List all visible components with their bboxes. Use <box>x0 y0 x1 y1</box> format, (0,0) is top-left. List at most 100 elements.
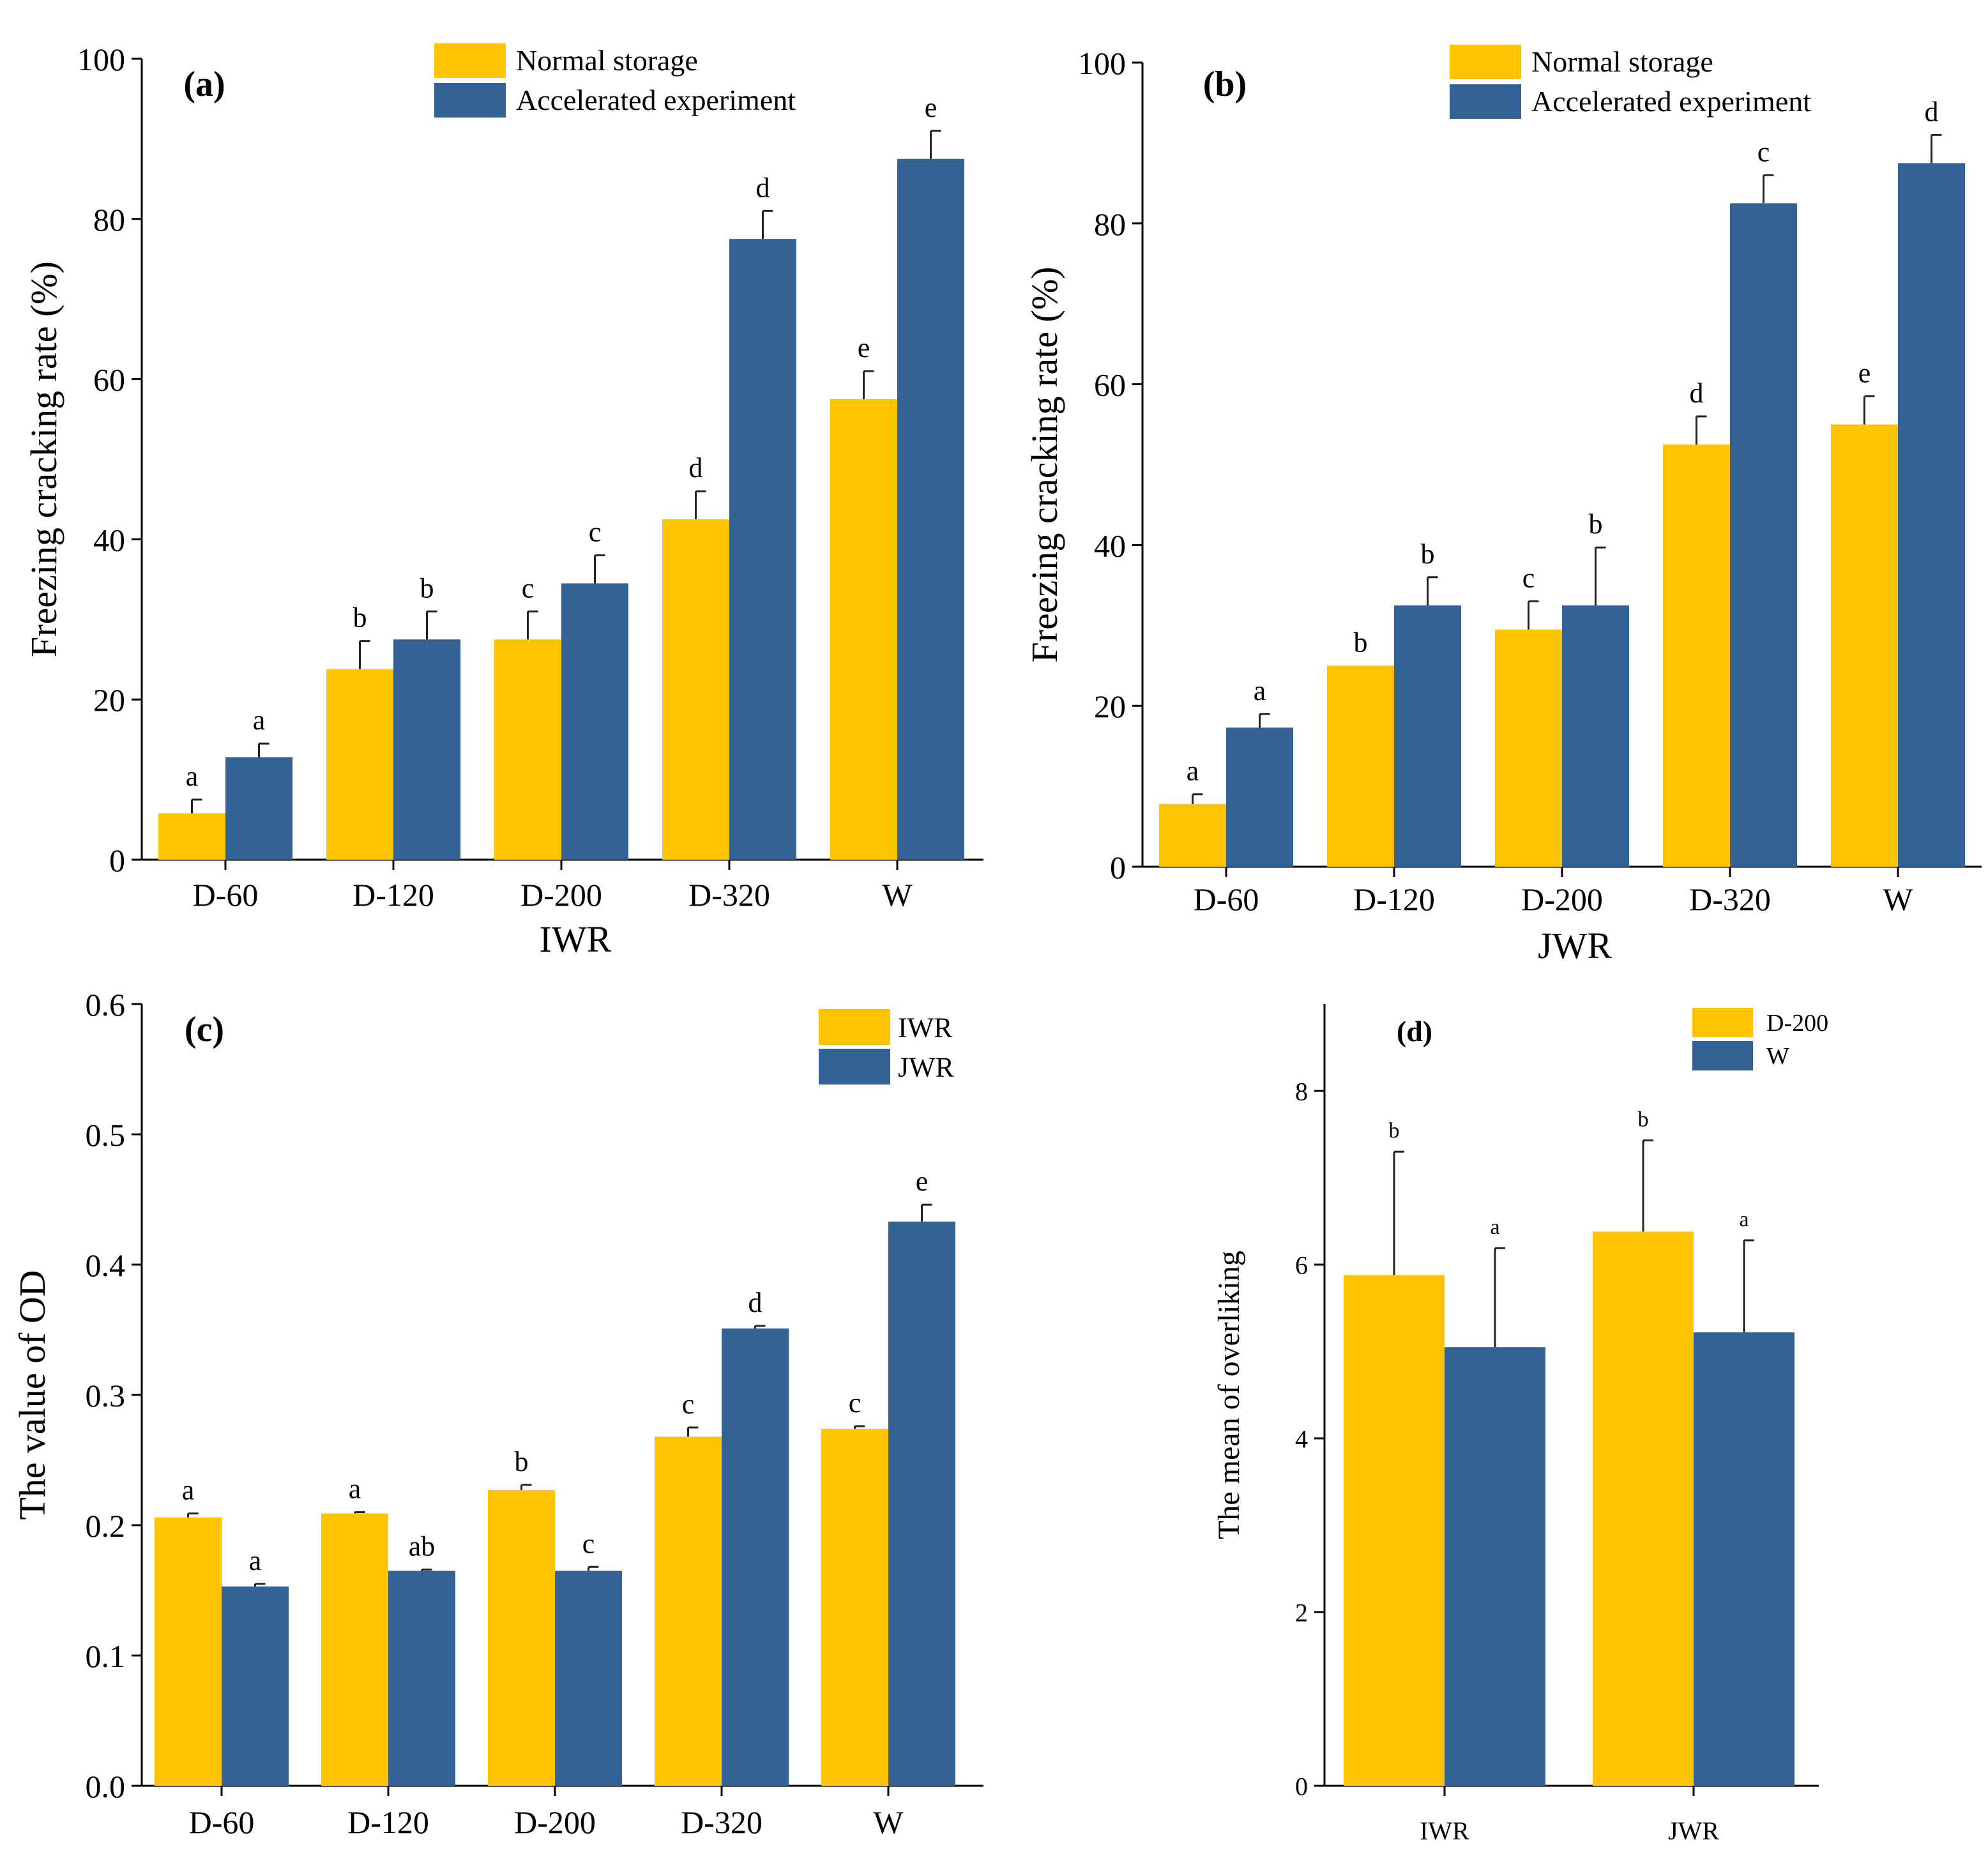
legend-label: Normal storage <box>1531 45 1713 78</box>
y-axis-label: Freezing cracking rate (%) <box>1024 267 1065 663</box>
y-tick-label: 60 <box>1094 367 1126 403</box>
bar-series1 <box>321 1513 388 1786</box>
legend-label: D-200 <box>1766 1010 1828 1037</box>
y-axis-label: The value of OD <box>11 1270 53 1519</box>
bar-series2 <box>888 1221 955 1786</box>
legend-swatch <box>819 1009 890 1045</box>
x-tick-label: D-120 <box>353 877 434 913</box>
bar-series1 <box>1495 629 1562 867</box>
legend-swatch <box>434 83 506 118</box>
legend-label: IWR <box>898 1012 953 1044</box>
significance-letter: b <box>353 602 367 634</box>
x-tick-label: D-200 <box>1521 881 1603 917</box>
significance-letter: a <box>1739 1208 1749 1231</box>
legend: Normal storage Accelerated experiment <box>1450 45 1811 119</box>
x-tick-label: D-320 <box>688 877 770 913</box>
chart-panel-1: 0 20 40 60 80 100 Freezing cracking rate (%) a a… <box>23 42 983 960</box>
significance-letter: ab <box>409 1530 436 1562</box>
legend-swatch <box>1450 84 1521 119</box>
bar-series1 <box>494 639 561 860</box>
bar-series1 <box>662 519 729 860</box>
significance-letter: b <box>1638 1108 1649 1132</box>
y-tick-label: 100 <box>1078 45 1126 81</box>
significance-letter: a <box>249 1545 262 1576</box>
y-tick-label: 60 <box>93 362 125 398</box>
panel-title: (c) <box>185 1010 224 1049</box>
bar-series1 <box>1663 445 1730 867</box>
x-tick-label: D-320 <box>681 1804 763 1840</box>
x-tick-label: JWR <box>1668 1816 1719 1845</box>
y-tick-label: 0.2 <box>86 1508 126 1544</box>
x-tick-label: D-60 <box>189 1804 255 1840</box>
significance-letter: b <box>515 1446 529 1477</box>
y-tick-label: 0 <box>1295 1772 1308 1800</box>
panel-title: (a) <box>183 65 225 104</box>
bar-series1 <box>655 1436 722 1786</box>
bar-series2 <box>393 639 460 860</box>
significance-letter: d <box>756 172 770 203</box>
chart-panel-3: 0.0 0.1 0.2 0.3 0.4 0.5 0.6 The value of OD a a D-… <box>11 987 983 1840</box>
chart-panel-4: 0 2 4 6 8 The mean of overliking b a IWR b a JWR (d)… <box>1212 1004 1828 1845</box>
bar-series2 <box>1562 605 1629 867</box>
bar-series1 <box>1159 803 1226 867</box>
significance-letter: b <box>1421 538 1435 570</box>
y-tick-label: 4 <box>1295 1424 1308 1453</box>
y-tick-label: 0.0 <box>86 1769 126 1804</box>
bar-series2 <box>1694 1332 1795 1786</box>
panel-title: (d) <box>1397 1015 1432 1047</box>
bar-series2 <box>1445 1347 1545 1786</box>
y-tick-label: 2 <box>1295 1598 1308 1627</box>
y-tick-label: 80 <box>1094 206 1126 242</box>
bar-series2 <box>225 757 292 860</box>
y-axis-label: The mean of overliking <box>1212 1251 1246 1539</box>
y-tick-label: 0.5 <box>86 1117 126 1153</box>
legend-label: JWR <box>898 1052 955 1083</box>
x-tick-label: W <box>873 1804 904 1840</box>
significance-letter: d <box>1690 377 1704 409</box>
bar-series1 <box>488 1489 555 1786</box>
significance-letter: e <box>925 92 937 123</box>
bar-series2 <box>222 1586 289 1786</box>
significance-letter: d <box>1925 96 1939 127</box>
significance-letter: a <box>349 1473 361 1505</box>
significance-letter: c <box>849 1387 861 1419</box>
significance-letter: a <box>182 1475 195 1506</box>
significance-letter: e <box>1858 357 1871 388</box>
legend-label: W <box>1766 1043 1789 1070</box>
chart-panel-2: 0 20 40 60 80 100 Freezing cracking rate (%) a a… <box>1024 45 1982 966</box>
bar-series1 <box>1831 424 1898 867</box>
significance-letter: d <box>748 1287 763 1318</box>
y-tick-label: 6 <box>1295 1251 1308 1279</box>
x-tick-label: D-120 <box>1353 881 1435 917</box>
x-tick-label: D-200 <box>520 877 602 913</box>
significance-letter: e <box>858 332 870 363</box>
significance-letter: a <box>1490 1215 1499 1239</box>
y-tick-label: 0.6 <box>86 987 126 1023</box>
significance-letter: b <box>1389 1119 1400 1143</box>
y-tick-label: 0 <box>109 842 125 878</box>
significance-letter: b <box>1354 627 1368 658</box>
significance-letter: b <box>1589 508 1603 540</box>
legend: IWR JWR <box>819 1009 955 1085</box>
significance-letter: c <box>1757 136 1770 167</box>
y-tick-label: 0.3 <box>86 1378 126 1413</box>
x-tick-label: D-320 <box>1689 881 1771 917</box>
significance-letter: a <box>186 761 199 792</box>
y-tick-label: 0.1 <box>86 1638 126 1674</box>
legend-label: Normal storage <box>516 44 698 77</box>
x-tick-label: D-60 <box>1194 881 1259 917</box>
bar-series2 <box>555 1571 622 1786</box>
bar-series2 <box>561 583 628 860</box>
bar-series1 <box>326 669 393 860</box>
legend-swatch <box>1692 1041 1753 1070</box>
significance-letter: a <box>1187 756 1199 787</box>
x-tick-label: D-60 <box>193 877 259 913</box>
legend-label: Accelerated experiment <box>1531 85 1811 118</box>
significance-letter: a <box>1254 675 1266 706</box>
bar-series2 <box>1898 163 1965 867</box>
significance-letter: c <box>522 572 535 604</box>
bar-series2 <box>897 158 964 860</box>
legend-label: Accelerated experiment <box>516 84 796 116</box>
bar-series1 <box>821 1429 888 1786</box>
